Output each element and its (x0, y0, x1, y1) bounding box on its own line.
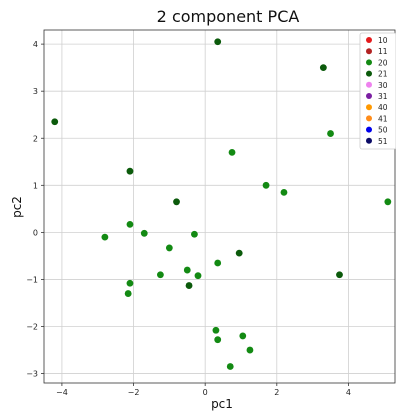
data-point-series-21-2 (126, 167, 134, 175)
legend-label-41: 41 (378, 114, 388, 123)
data-point-series-20-14 (239, 332, 247, 340)
data-point-series-20-2 (140, 229, 148, 237)
data-point-series-21-7 (336, 271, 343, 279)
legend-marker-20 (366, 59, 372, 66)
data-point-series-20-9 (191, 230, 198, 238)
data-point-series-21-5 (235, 249, 243, 257)
legend-label-50: 50 (378, 126, 388, 135)
legend-label-51: 51 (378, 137, 388, 146)
data-point-series-20-4 (124, 290, 132, 297)
legend-label-21: 21 (378, 70, 388, 79)
data-point-series-20-6 (165, 244, 173, 252)
plot-frame (43, 29, 396, 384)
data-point-series-21-4 (185, 282, 193, 289)
data-point-series-20-16 (226, 363, 234, 370)
y-tick-label: −3 (26, 370, 38, 379)
legend-marker-31 (366, 93, 372, 99)
data-point-series-20-18 (280, 188, 288, 196)
legend-marker-50 (366, 126, 372, 133)
y-axis-label: pc2 (10, 196, 24, 218)
legend: 10 11 20 21 30 31 40 41 50 51 (359, 32, 396, 150)
data-point-series-20-3 (126, 279, 134, 287)
legend-label-10: 10 (378, 36, 388, 45)
data-point-series-20-17 (262, 181, 270, 189)
x-tick-label: −4 (56, 388, 68, 397)
legend-marker-21 (366, 70, 372, 77)
y-tick-label: −1 (26, 275, 38, 284)
x-axis-ticks: −4 −2 0 2 4 (56, 383, 351, 397)
data-point-series-20-8 (194, 272, 202, 280)
y-tick-label: 3 (33, 87, 38, 96)
data-point-series-21-6 (319, 64, 327, 72)
grid-lines (44, 30, 395, 383)
data-points (51, 38, 392, 370)
y-axis-ticks: −3 −2 −1 0 1 2 3 4 (26, 40, 44, 379)
legend-label-31: 31 (378, 92, 388, 101)
data-point-series-20-0 (101, 233, 109, 241)
y-tick-label: 0 (33, 228, 38, 237)
x-axis-label: pc1 (211, 397, 233, 411)
data-point-series-21-0 (214, 38, 222, 46)
legend-marker-10 (366, 37, 372, 43)
y-tick-label: 1 (33, 181, 38, 190)
y-tick-label: 4 (33, 40, 38, 49)
data-point-series-20-11 (214, 259, 222, 267)
legend-marker-41 (366, 115, 372, 122)
data-point-series-20-15 (246, 346, 254, 354)
data-point-series-20-12 (212, 326, 220, 334)
legend-marker-40 (366, 104, 372, 111)
y-tick-label: 2 (33, 134, 38, 143)
x-tick-label: 0 (203, 388, 208, 397)
data-point-series-20-5 (157, 271, 164, 279)
data-point-series-21-1 (51, 118, 59, 126)
legend-label-30: 30 (378, 81, 388, 90)
x-tick-label: −2 (128, 388, 140, 397)
chart-title: 2 component PCA (157, 7, 300, 26)
x-tick-label: 2 (274, 388, 279, 397)
legend-marker-30 (366, 81, 372, 88)
data-point-series-20-20 (384, 198, 392, 206)
legend-marker-11 (366, 48, 372, 55)
legend-label-40: 40 (378, 103, 388, 112)
legend-label-11: 11 (378, 47, 388, 56)
data-point-series-20-10 (228, 148, 236, 156)
data-point-series-20-13 (214, 336, 222, 344)
data-point-series-20-7 (183, 266, 191, 274)
data-point-series-20-1 (126, 220, 134, 228)
legend-marker-51 (366, 137, 372, 144)
legend-label-20: 20 (378, 58, 388, 67)
y-tick-label: −2 (26, 323, 38, 332)
x-tick-label: 4 (346, 388, 351, 397)
data-point-series-21-3 (173, 198, 180, 206)
data-point-series-20-19 (327, 130, 334, 137)
